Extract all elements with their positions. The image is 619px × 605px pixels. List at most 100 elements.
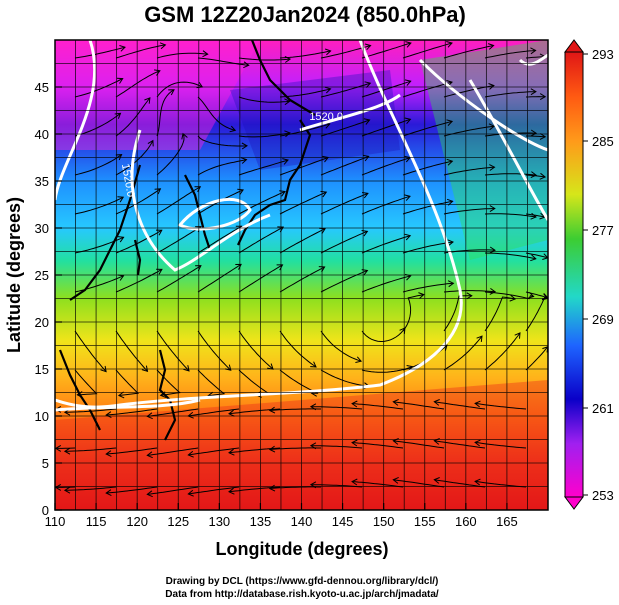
- x-tick-label: 140: [291, 514, 313, 529]
- streamline-arrow: [159, 42, 167, 50]
- streamline-arrow: [146, 490, 153, 498]
- streamline-arrow: [117, 236, 125, 243]
- streamline: [525, 346, 548, 371]
- streamline: [64, 486, 117, 491]
- y-tick-label: 35: [35, 174, 49, 189]
- streamline-arrow: [117, 196, 125, 203]
- streamline: [188, 486, 240, 495]
- streamline-arrow: [310, 361, 317, 368]
- streamline: [434, 401, 486, 410]
- colorbar-label: 277: [592, 223, 614, 238]
- streamline-arrow: [530, 47, 537, 55]
- streamline-arrow: [147, 139, 154, 147]
- streamline: [310, 406, 363, 410]
- streamline-arrow: [530, 254, 537, 262]
- x-tick-label: 135: [250, 514, 272, 529]
- contour-1520-north: [299, 93, 401, 132]
- streamline: [320, 82, 371, 98]
- streamline-arrow: [361, 230, 369, 237]
- streamline: [352, 442, 404, 449]
- streamline-arrow: [228, 409, 235, 417]
- x-tick-label: 145: [332, 514, 354, 529]
- x-axis: 110 115 120 125 130 135 140 145 150 155 160 165: [45, 503, 518, 529]
- streamline: [64, 447, 117, 452]
- streamline: [352, 403, 404, 410]
- streamline-arrow: [228, 448, 235, 456]
- streamline-arrow: [63, 486, 71, 494]
- streamline: [352, 481, 404, 488]
- x-tick-label: 150: [373, 514, 395, 529]
- streamline-arrow: [309, 442, 317, 450]
- colorbar-bottom-arrow: [564, 496, 584, 510]
- streamline: [443, 295, 472, 332]
- streamline-arrow: [539, 172, 547, 180]
- streamline: [402, 160, 453, 176]
- streamline-arrow: [404, 194, 411, 201]
- streamline: [279, 330, 317, 368]
- streamline: [147, 486, 199, 495]
- contour-northwest: [55, 40, 97, 201]
- contour-northeast-1: [418, 58, 548, 152]
- russia-coast: [250, 40, 316, 116]
- streamline: [393, 401, 445, 410]
- streamline-arrow: [324, 86, 332, 94]
- streamline-arrow: [351, 439, 358, 447]
- streamline-arrow: [530, 171, 538, 179]
- streamline-arrow: [115, 154, 123, 161]
- streamline-arrow: [530, 88, 537, 96]
- streamline-arrow: [268, 445, 276, 453]
- streamline: [402, 120, 453, 137]
- streamline: [156, 330, 190, 372]
- streamline: [475, 441, 527, 449]
- streamline-arrow: [144, 97, 151, 104]
- streamline-arrow: [351, 478, 358, 486]
- streamline: [402, 81, 453, 98]
- streamline: [279, 123, 330, 137]
- china-coast: [69, 164, 142, 301]
- colorbar-ticks: 293 285 277 269 261 253: [583, 47, 614, 503]
- streamline: [197, 159, 247, 176]
- streamline: [320, 270, 368, 293]
- streamline: [402, 294, 424, 332]
- hokkaido-coast: [299, 119, 312, 151]
- streamline: [361, 80, 411, 98]
- streamline: [238, 57, 291, 61]
- credit-data: Data from http://database.rish.kyoto-u.a…: [165, 589, 439, 600]
- streamline-arrow: [363, 118, 371, 125]
- streamline-arrow: [154, 188, 162, 195]
- streamline: [147, 447, 199, 456]
- streamline-arrow: [489, 287, 497, 295]
- streamline: [320, 192, 369, 215]
- streamline-arrow: [488, 83, 495, 90]
- streamline-arrow: [117, 391, 125, 399]
- y-tick-label: 15: [35, 362, 49, 377]
- contour-closed: [177, 197, 252, 231]
- contour-subtropical: [55, 40, 463, 409]
- streamline: [106, 408, 158, 416]
- streamline: [279, 157, 329, 176]
- streamline-arrow: [433, 477, 440, 484]
- korea-coast: [184, 174, 212, 251]
- streamline-arrow: [509, 294, 517, 302]
- streamline-arrow: [364, 81, 372, 88]
- streamline-arrow: [364, 43, 372, 51]
- streamline: [361, 275, 411, 293]
- streamline: [525, 213, 546, 218]
- streamline: [361, 118, 411, 137]
- x-tick-label: 165: [496, 514, 518, 529]
- streamline: [115, 44, 166, 59]
- colorbar-label: 253: [592, 488, 614, 503]
- y-tick-label: 0: [42, 503, 49, 518]
- streamline-arrow: [187, 450, 194, 458]
- x-tick-label: 120: [126, 514, 148, 529]
- streamline: [106, 447, 158, 455]
- streamline: [320, 369, 370, 387]
- streamline-arrow: [514, 332, 521, 339]
- streamlines: [55, 41, 548, 498]
- streamline-arrow: [404, 117, 412, 125]
- streamline-arrow: [361, 269, 369, 276]
- streamline: [525, 291, 548, 299]
- streamline: [115, 97, 151, 137]
- streamline-arrow: [268, 406, 276, 414]
- streamline-arrow: [105, 450, 112, 458]
